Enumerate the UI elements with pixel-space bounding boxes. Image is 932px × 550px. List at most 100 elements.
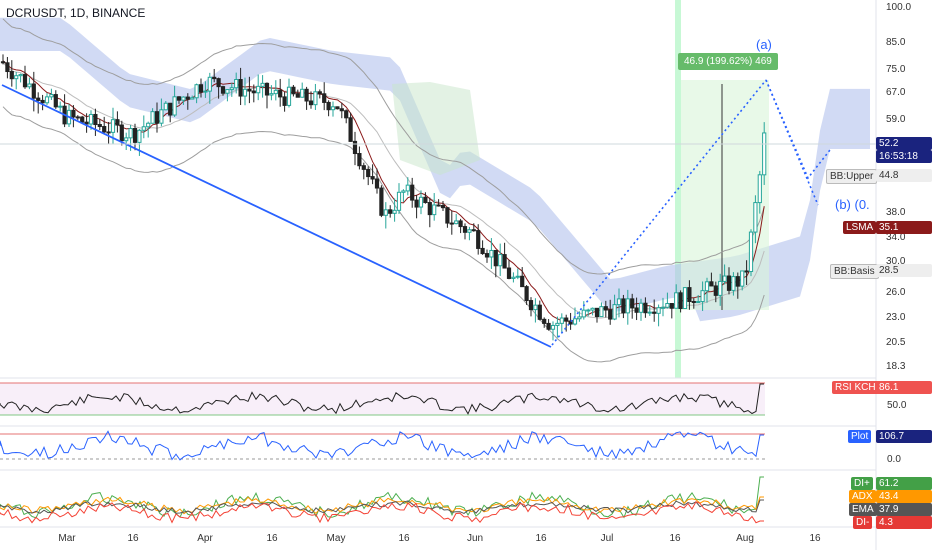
candle-body (304, 88, 309, 102)
plot-line (0, 430, 764, 461)
candle-body (357, 153, 362, 167)
price-tick-label: 100.0 (886, 2, 911, 13)
candle-body (612, 304, 617, 320)
candle-body (36, 97, 41, 101)
candle-body (700, 290, 705, 303)
ema-label: EMA (849, 503, 877, 516)
wave-b-label: (b) (0. (835, 197, 870, 212)
candle-body (528, 300, 534, 311)
projection-zigzag-2 (765, 79, 819, 206)
candle-body (660, 306, 666, 309)
candle-body (643, 302, 648, 314)
candle-body (757, 174, 762, 204)
price-tick-label: 20.5 (886, 337, 906, 348)
candle-body (449, 222, 454, 225)
rsi-band (0, 383, 765, 415)
candle-body (190, 97, 195, 100)
candle-body (379, 187, 384, 216)
candle-body (471, 229, 476, 232)
candle-body (401, 190, 406, 193)
candle-body (396, 191, 402, 211)
candle-body (722, 275, 727, 282)
candle-body (247, 88, 252, 92)
candle-body (577, 316, 582, 320)
candle-body (278, 89, 283, 98)
candle-body (260, 82, 265, 87)
candles (0, 54, 767, 341)
plot-tick: 0.0 (887, 454, 901, 465)
candle-body (97, 124, 102, 128)
candle-body (198, 84, 204, 93)
candle-body (269, 93, 274, 96)
price-tick-label: 67.0 (886, 87, 906, 98)
time-tick-label: Jun (467, 533, 483, 544)
price-tick-label: 59.0 (886, 114, 906, 125)
price-tick-label: 23.0 (886, 312, 906, 323)
candle-body (718, 280, 723, 296)
candle-body (273, 89, 278, 95)
rsi-tick: 50.0 (887, 400, 907, 411)
candle-body (159, 109, 164, 124)
candle-body (124, 137, 129, 142)
candle-body (696, 301, 701, 304)
candle-body (506, 267, 512, 279)
candle-body (84, 121, 89, 125)
di-minus-line (0, 501, 764, 524)
candle-body (335, 106, 340, 110)
time-tick-label: 16 (809, 533, 821, 544)
candle-body (93, 113, 98, 126)
plot-value-tag: 106.7 (876, 430, 932, 443)
candle-body (445, 207, 450, 224)
bb-upper-value-tag: 44.8 (876, 169, 932, 182)
time-axis[interactable]: Mar 16 Apr 16 May 16 Jun 16 Jul 16 Aug 16 (58, 533, 821, 544)
candle-body (405, 184, 410, 192)
candle-body (58, 105, 63, 108)
candle-body (291, 86, 296, 95)
candle-body (115, 119, 120, 126)
candle-body (704, 281, 710, 292)
candle-body (748, 231, 754, 272)
wave-a-label: (a) (756, 37, 772, 52)
candle-body (480, 247, 485, 255)
candle-body (181, 96, 186, 101)
candle-body (18, 74, 23, 77)
time-tick-label: 16 (669, 533, 681, 544)
candle-body (80, 116, 85, 123)
candle-body (40, 99, 45, 104)
di-plus-value: 61.2 (876, 477, 932, 490)
price-axis[interactable]: 100.0 85.0 75.0 67.0 59.0 38.0 34.0 30.0 26.0 23.… (886, 2, 911, 372)
candle-body (621, 298, 626, 314)
candle-body (5, 62, 10, 73)
candle-body (132, 128, 138, 143)
candle-body (511, 276, 516, 279)
candle-body (326, 101, 331, 111)
candle-body (709, 281, 714, 287)
candle-body (515, 275, 520, 278)
candle-body (71, 109, 76, 118)
candle-body (238, 79, 243, 97)
candle-body (674, 292, 679, 309)
bb-basis-value-tag: 28.5 (876, 264, 932, 277)
candle-body (542, 318, 547, 324)
time-tick-label: 16 (266, 533, 278, 544)
candle-body (524, 286, 529, 302)
lsma-value-tag: 35.1 (876, 221, 932, 234)
candle-body (163, 102, 168, 111)
adx-line (0, 496, 764, 515)
candle-body (339, 108, 344, 112)
candle-body (9, 71, 14, 80)
candle-body (128, 128, 133, 139)
candle-body (242, 88, 248, 97)
candle-body (616, 298, 622, 306)
candle-body (652, 311, 657, 314)
candle-body (493, 249, 498, 267)
time-tick-label: Apr (197, 533, 213, 544)
candle-body (348, 117, 353, 142)
bb-upper-line (2, 18, 765, 275)
measure-label: 46.9 (199.62%) 469 (678, 53, 778, 70)
adx-value: 43.4 (876, 490, 932, 503)
candle-body (282, 96, 287, 106)
candle-body (502, 254, 507, 269)
candle-body (225, 89, 230, 94)
